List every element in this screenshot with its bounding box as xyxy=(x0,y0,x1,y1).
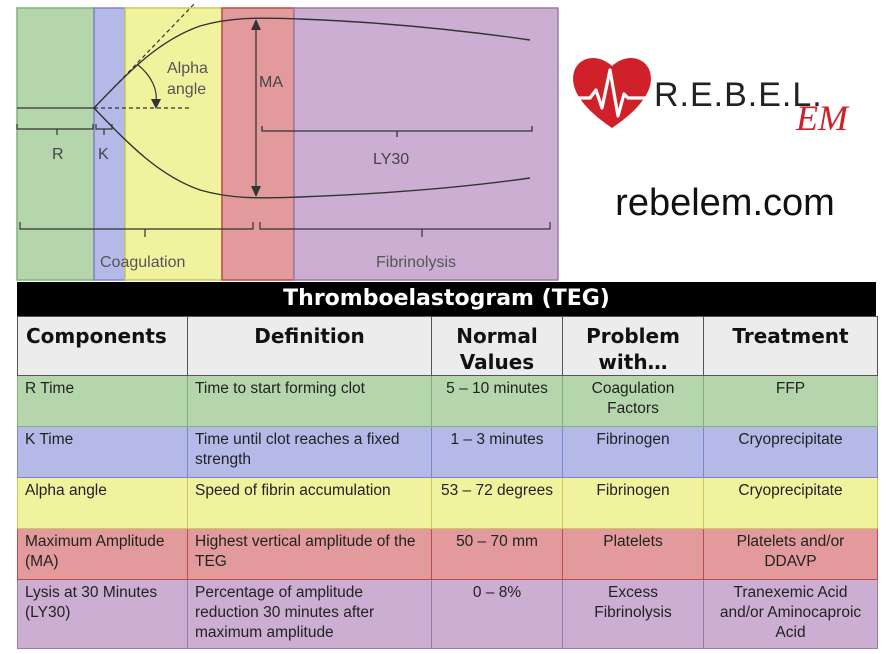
cell-treatment: Platelets and/or DDAVP xyxy=(703,528,878,580)
k-bracket xyxy=(95,124,113,135)
cell-normal: 5 – 10 minutes xyxy=(431,375,563,427)
teg-lower-curve xyxy=(93,107,531,199)
cell-problem: Platelets xyxy=(562,528,704,580)
cell-problem: Fibrinogen xyxy=(562,477,704,529)
ma-label: MA xyxy=(259,74,283,91)
header-definition: Definition xyxy=(187,316,432,376)
table-title: Thromboelastogram (TEG) xyxy=(17,282,876,316)
cell-normal: 53 – 72 degrees xyxy=(431,477,563,529)
alpha-arc-arrowhead xyxy=(151,99,161,109)
cell-definition: Highest vertical amplitude of the TEG xyxy=(187,528,432,580)
cell-treatment: Cryoprecipitate xyxy=(703,477,878,529)
cell-treatment: Tranexemic Acid and/or Aminocaproic Acid xyxy=(703,579,878,649)
table-row: Maximum Amplitude (MA) Highest vertical … xyxy=(17,528,878,580)
cell-component: Alpha angle xyxy=(17,477,188,529)
coagulation-label: Coagulation xyxy=(100,254,185,271)
r-phase-band xyxy=(16,7,95,281)
cell-normal: 50 – 70 mm xyxy=(431,528,563,580)
cell-normal: 1 – 3 minutes xyxy=(431,426,563,478)
table-row: Alpha angle Speed of fibrin accumulation… xyxy=(17,477,878,529)
alpha-tangent-line xyxy=(93,1,197,109)
k-label: K xyxy=(98,146,109,163)
cell-definition: Time to start forming clot xyxy=(187,375,432,427)
cell-treatment: Cryoprecipitate xyxy=(703,426,878,478)
table-row: K Time Time until clot reaches a fixed s… xyxy=(17,426,878,478)
ly30-phase-band xyxy=(293,7,559,281)
alpha-phase-band xyxy=(124,7,223,281)
ly30-bracket xyxy=(261,126,533,137)
fibrinolysis-label: Fibrinolysis xyxy=(376,254,456,271)
header-problem-with: Problem with… xyxy=(562,316,704,376)
cell-problem: Excess Fibrinolysis xyxy=(562,579,704,649)
cell-problem: Fibrinogen xyxy=(562,426,704,478)
cell-definition: Percentage of amplitude reduction 30 min… xyxy=(187,579,432,649)
cell-component: K Time xyxy=(17,426,188,478)
teg-upper-curve xyxy=(93,17,531,109)
rebel-em-logo: R.E.B.E.L. EM xyxy=(568,58,850,138)
header-normal-values: Normal Values xyxy=(431,316,563,376)
ecg-line xyxy=(568,68,654,118)
cell-component: Lysis at 30 Minutes (LY30) xyxy=(17,579,188,649)
ly30-label: LY30 xyxy=(373,151,409,168)
cell-normal: 0 – 8% xyxy=(431,579,563,649)
fibrinolysis-bracket xyxy=(259,222,551,237)
alpha-label-line1: Alpha xyxy=(167,60,208,77)
ma-phase-band xyxy=(221,7,295,281)
ma-arrow-bottom xyxy=(251,186,261,197)
header-treatment: Treatment xyxy=(703,316,878,376)
teg-table: Components Definition Normal Values Prob… xyxy=(17,316,878,649)
table-row: Lysis at 30 Minutes (LY30) Percentage of… xyxy=(17,579,878,649)
alpha-label-line2: angle xyxy=(167,81,206,98)
em-script-text: EM xyxy=(795,98,850,138)
table-row: R Time Time to start forming clot 5 – 10… xyxy=(17,375,878,427)
cell-definition: Time until clot reaches a fixed strength xyxy=(187,426,432,478)
teg-diagram: R K Alpha angle MA LY30 Coagulation Fibr… xyxy=(16,1,559,281)
cell-component: R Time xyxy=(17,375,188,427)
cell-definition: Speed of fibrin accumulation xyxy=(187,477,432,529)
website-url: rebelem.com xyxy=(615,182,835,224)
k-phase-band xyxy=(93,7,126,281)
ma-arrow-top xyxy=(251,19,261,30)
cell-problem: Coagulation Factors xyxy=(562,375,704,427)
heart-ecg-icon xyxy=(573,58,651,128)
coagulation-bracket xyxy=(19,222,254,237)
rebel-logo-text: R.E.B.E.L. xyxy=(654,76,823,114)
r-label: R xyxy=(52,146,64,163)
r-bracket xyxy=(16,124,94,135)
cell-treatment: FFP xyxy=(703,375,878,427)
table-header-row: Components Definition Normal Values Prob… xyxy=(17,316,878,376)
header-components: Components xyxy=(17,316,188,376)
cell-component: Maximum Amplitude (MA) xyxy=(17,528,188,580)
